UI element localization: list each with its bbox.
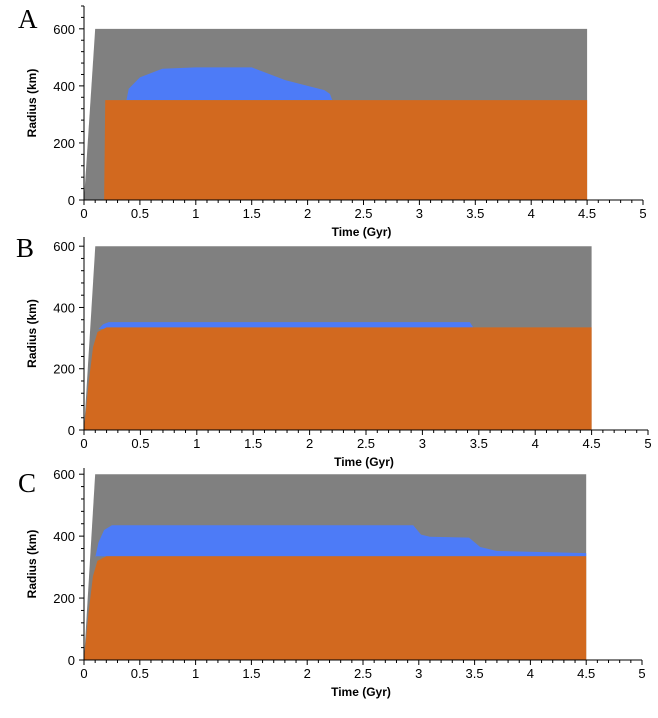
x-tick-label: 4.5: [583, 436, 601, 451]
x-axis-title: Time (Gyr): [332, 225, 392, 239]
x-tick-label: 1.5: [243, 206, 261, 221]
x-tick-label: 0: [80, 206, 87, 221]
x-tick-label: 4: [532, 436, 539, 451]
y-tick-label: 0: [68, 193, 75, 208]
core-region: [84, 327, 592, 430]
x-tick-label: 2.5: [354, 666, 372, 681]
x-tick-label: 1: [192, 206, 199, 221]
x-tick-label: 1: [193, 436, 200, 451]
x-tick-label: 3.5: [466, 666, 484, 681]
x-tick-label: 1: [192, 666, 199, 681]
panel-B: B 0 0.5 1 1.5 2 2.5 3 3.5 4 4.5 5 0 200 400 600 Time (Gy…: [16, 233, 652, 469]
x-tick-label: 5: [639, 206, 646, 221]
y-tick-label: 200: [53, 591, 75, 606]
x-axis-title: Time (Gyr): [334, 455, 394, 469]
core-region: [104, 100, 588, 200]
x-tick-label: 5: [638, 666, 645, 681]
panel-letter: B: [16, 233, 34, 263]
liquid-region: [98, 322, 474, 329]
y-axis-title: Radius (km): [25, 299, 39, 368]
y-tick-label: 400: [53, 300, 75, 315]
y-tick-label: 600: [53, 467, 75, 482]
y-tick-label: 0: [68, 423, 75, 438]
panel-C: C 0 0.5 1 1.5 2 2.5 3 3.5 4 4.5 5 0 200 400 600 Time (Gy…: [18, 467, 646, 699]
x-tick-label: 4.5: [577, 666, 595, 681]
y-tick-label: 600: [53, 239, 75, 254]
x-tick-label: 3: [415, 666, 422, 681]
x-tick-label: 2: [304, 206, 311, 221]
x-tick-label: 2.5: [354, 206, 372, 221]
x-tick-label: 3: [419, 436, 426, 451]
y-tick-label: 400: [53, 79, 75, 94]
y-axis-title: Radius (km): [25, 530, 39, 599]
y-axis-title: Radius (km): [25, 69, 39, 138]
x-tick-label: 0: [80, 666, 87, 681]
y-tick-label: 600: [53, 22, 75, 37]
x-tick-label: 1.5: [242, 666, 260, 681]
x-tick-label: 0.5: [131, 666, 149, 681]
x-tick-label: 3.5: [466, 206, 484, 221]
x-tick-label: 4: [528, 206, 535, 221]
x-tick-label: 2.5: [357, 436, 375, 451]
x-axis-title: Time (Gyr): [331, 685, 391, 699]
x-tick-label: 0.5: [131, 436, 149, 451]
y-tick-label: 0: [68, 653, 75, 668]
liquid-region: [126, 67, 333, 101]
y-tick-label: 400: [53, 529, 75, 544]
x-tick-label: 2: [306, 436, 313, 451]
x-tick-label: 2: [304, 666, 311, 681]
y-tick-label: 200: [53, 362, 75, 377]
panel-A: A 0 0.5 1 1.5 2 2.5 3 3.5 4 4.5 5 0 200 400 600 Time (Gy…: [18, 4, 647, 239]
panel-letter: C: [18, 468, 36, 498]
x-tick-label: 5: [644, 436, 651, 451]
panel-letter: A: [18, 4, 38, 34]
x-tick-label: 4.5: [578, 206, 596, 221]
x-tick-label: 1.5: [244, 436, 262, 451]
x-tick-label: 3.5: [470, 436, 488, 451]
x-tick-label: 0: [80, 436, 87, 451]
y-tick-label: 200: [53, 136, 75, 151]
x-tick-label: 3: [416, 206, 423, 221]
x-tick-label: 0.5: [131, 206, 149, 221]
x-tick-label: 4: [527, 666, 534, 681]
core-region: [84, 556, 587, 660]
liquid-region: [95, 525, 587, 558]
